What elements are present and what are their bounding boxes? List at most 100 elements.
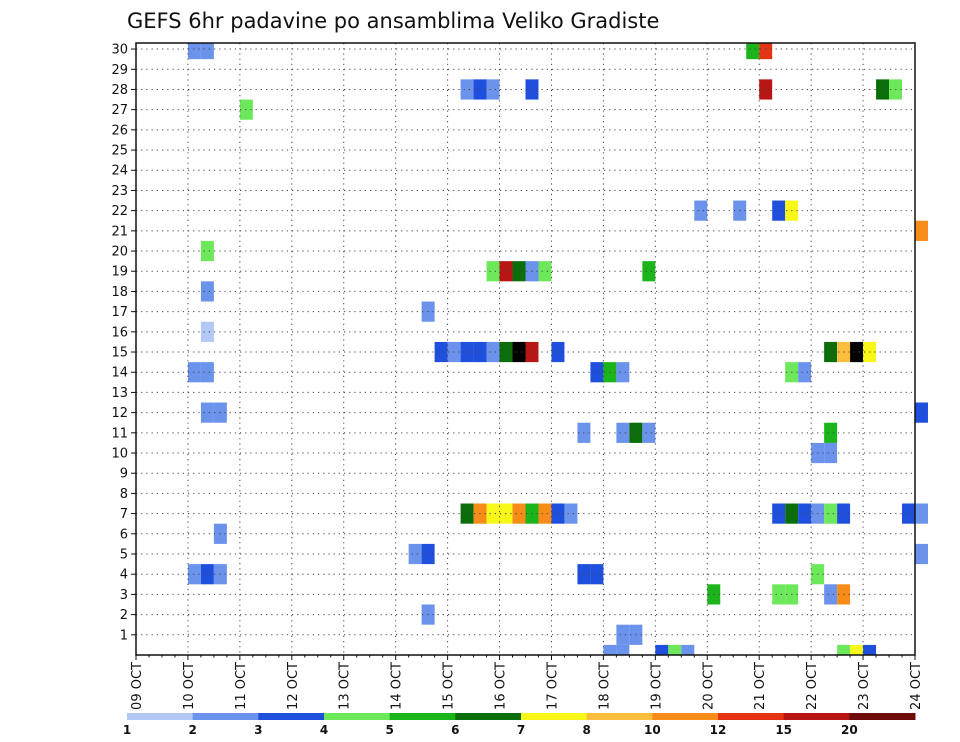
heatmap-cell	[850, 644, 864, 655]
heatmap-cell	[200, 321, 214, 342]
heatmap-cell	[538, 503, 552, 524]
y-tick-label: 13	[111, 386, 128, 401]
heatmap-cell	[902, 503, 915, 524]
colorbar-label: 1	[123, 723, 131, 737]
y-tick-label: 30	[111, 43, 128, 58]
heatmap-cell	[772, 584, 786, 605]
heatmap-cell	[876, 79, 890, 100]
heatmap-cell	[486, 261, 500, 282]
heatmap-cell	[915, 503, 928, 524]
colorbar-label: 8	[582, 723, 590, 737]
heatmap-cell	[772, 200, 786, 221]
heatmap-cell	[850, 341, 864, 363]
y-tick-label: 28	[111, 83, 128, 98]
colorbar-swatch	[849, 713, 916, 720]
x-tick-label: 22 OCT	[805, 662, 820, 710]
heatmap-cell	[824, 442, 838, 464]
colorbar-swatch	[389, 713, 456, 720]
x-tick-label: 13 OCT	[338, 662, 353, 710]
y-tick-label: 10	[111, 447, 128, 462]
colorbar-swatch	[521, 713, 588, 720]
heatmap-cell	[200, 43, 214, 60]
colorbar-swatch	[783, 713, 850, 720]
y-tick-label: 15	[111, 346, 128, 361]
heatmap-cell	[512, 341, 526, 363]
y-tick-label: 11	[111, 426, 128, 441]
heatmap-cell	[538, 261, 552, 282]
x-tick-label: 24 OCT	[909, 662, 924, 710]
y-tick-label: 16	[111, 325, 128, 340]
y-tick-label: 9	[120, 467, 128, 482]
x-tick-label: 20 OCT	[701, 662, 716, 710]
heatmap-cell	[642, 422, 656, 443]
grid-lines	[136, 43, 915, 655]
heatmap-cell	[837, 644, 851, 655]
y-tick-label: 6	[120, 527, 128, 542]
heatmap-cell	[824, 341, 838, 363]
heatmap-cell	[824, 503, 838, 524]
heatmap-cell	[616, 644, 630, 655]
colorbar-swatch	[586, 713, 653, 720]
x-tick-label: 11 OCT	[234, 662, 249, 710]
heatmap-cell	[434, 341, 448, 363]
heatmap-cells	[187, 43, 928, 655]
y-tick-label: 2	[120, 608, 128, 623]
heatmap-cell	[798, 362, 812, 383]
colorbar-label: 20	[841, 723, 858, 737]
heatmap-cell	[655, 644, 669, 655]
y-tick-label: 27	[111, 103, 128, 118]
y-tick-label: 17	[111, 305, 128, 320]
y-tick-label: 25	[111, 144, 128, 159]
x-tick-label: 10 OCT	[182, 662, 197, 710]
heatmap-cell	[759, 43, 773, 60]
y-tick-label: 1	[120, 628, 128, 643]
x-tick-label: 17 OCT	[545, 662, 560, 710]
heatmap-cell	[564, 503, 578, 524]
heatmap-cell	[187, 362, 201, 383]
colorbar-swatch	[652, 713, 719, 720]
colorbar-label: 4	[320, 723, 328, 737]
heatmap-cell	[460, 503, 474, 524]
heatmap-cell	[512, 503, 526, 524]
heatmap-cell	[694, 200, 708, 221]
heatmap-cell	[915, 543, 928, 565]
x-tick-label: 18 OCT	[597, 662, 612, 710]
x-tick-label: 15 OCT	[442, 662, 457, 710]
x-axis-ticks: 09 OCT 10 OCT 11 OCT 12 OCT 13 OCT 14 OCT 15 O…	[130, 655, 924, 710]
y-tick-label: 4	[120, 568, 128, 583]
heatmap-cell	[200, 281, 214, 302]
heatmap-cell	[486, 79, 500, 100]
heatmap-cell	[616, 624, 630, 645]
y-tick-label: 29	[111, 63, 128, 78]
x-tick-label: 19 OCT	[649, 662, 664, 710]
heatmap-cell	[616, 422, 630, 443]
colorbar-label: 12	[710, 723, 727, 737]
x-tick-label: 21 OCT	[753, 662, 768, 710]
heatmap-cell	[772, 503, 786, 524]
heatmap-cell	[187, 564, 201, 585]
y-tick-label: 21	[111, 224, 128, 239]
x-tick-label: 14 OCT	[390, 662, 405, 710]
heatmap-cell	[200, 362, 214, 383]
y-tick-label: 5	[120, 548, 128, 563]
heatmap-cell	[668, 644, 682, 655]
heatmap-cell	[200, 564, 214, 585]
heatmap-cell	[408, 543, 422, 565]
heatmap-cell	[681, 644, 695, 655]
y-axis-ticks: 1234567891011121314151617181920212223242…	[111, 43, 136, 643]
y-tick-label: 24	[111, 164, 128, 179]
y-tick-label: 3	[120, 588, 128, 603]
heatmap-cell	[824, 422, 838, 443]
heatmap-cell	[915, 220, 928, 241]
colorbar-swatch	[455, 713, 522, 720]
heatmap-cell	[590, 564, 604, 585]
colorbar-swatch	[127, 713, 194, 720]
x-tick-label: 12 OCT	[286, 662, 301, 710]
heatmap-cell	[642, 261, 656, 282]
colorbar-label: 6	[451, 723, 459, 737]
heatmap-cell	[915, 402, 928, 423]
x-tick-label: 23 OCT	[857, 662, 872, 710]
y-tick-label: 14	[111, 366, 128, 381]
heatmap-cell	[187, 43, 201, 60]
